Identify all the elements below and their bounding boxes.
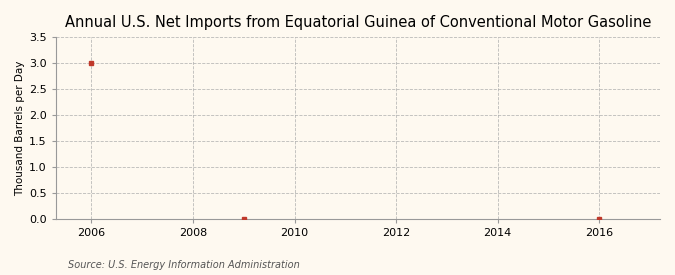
Text: Source: U.S. Energy Information Administration: Source: U.S. Energy Information Administ… xyxy=(68,260,299,270)
Y-axis label: Thousand Barrels per Day: Thousand Barrels per Day xyxy=(15,60,25,196)
Title: Annual U.S. Net Imports from Equatorial Guinea of Conventional Motor Gasoline: Annual U.S. Net Imports from Equatorial … xyxy=(65,15,651,30)
